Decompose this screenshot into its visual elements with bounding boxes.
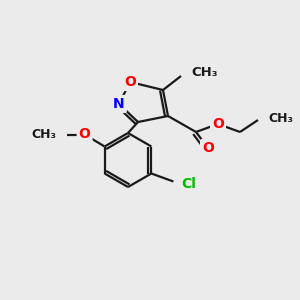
Text: O: O <box>202 141 214 155</box>
Text: Cl: Cl <box>182 176 196 190</box>
Text: N: N <box>113 97 125 111</box>
Text: CH₃: CH₃ <box>32 128 57 141</box>
Text: CH₃: CH₃ <box>191 67 218 80</box>
Text: O: O <box>212 117 224 131</box>
Text: O: O <box>124 75 136 89</box>
Text: CH₃: CH₃ <box>268 112 293 124</box>
Text: O: O <box>79 128 91 142</box>
